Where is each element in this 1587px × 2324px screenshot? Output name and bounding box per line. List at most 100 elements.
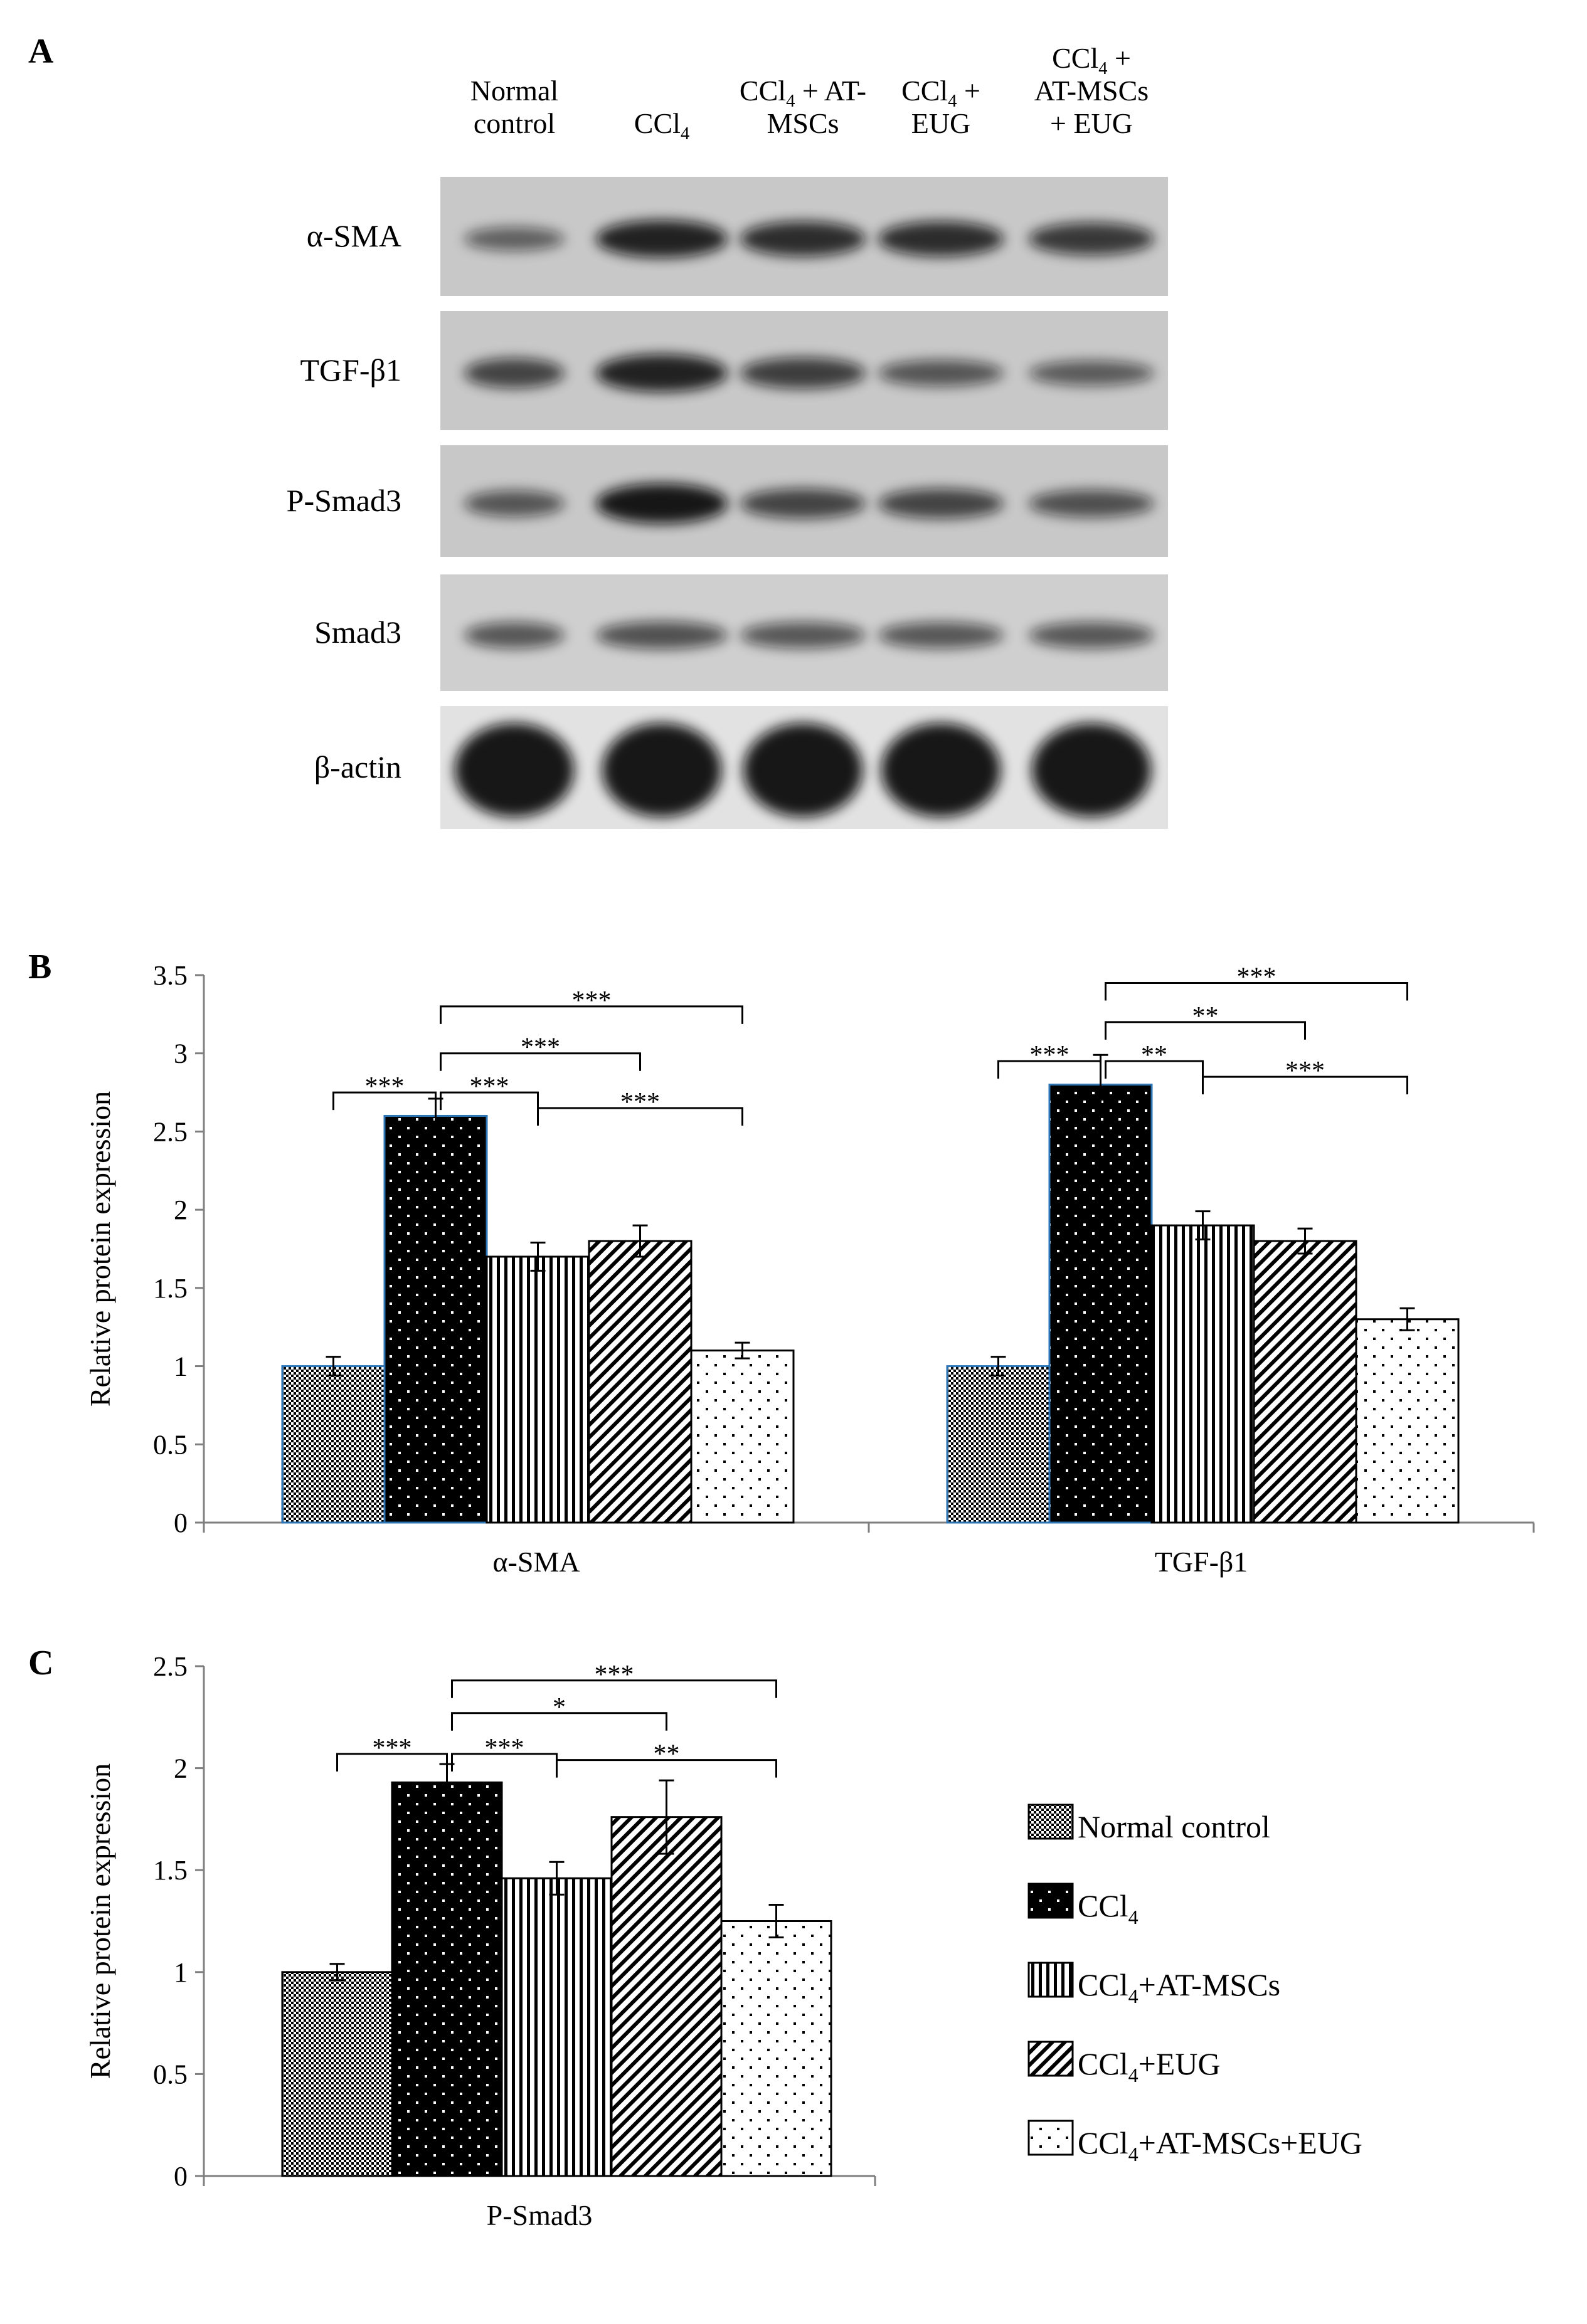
blot-label: Smad3 xyxy=(314,615,401,650)
blot-band xyxy=(878,489,1004,519)
significance-label: *** xyxy=(620,1088,660,1117)
blot-band xyxy=(740,357,866,389)
x-tick-label: TGF-β1 xyxy=(1155,1546,1248,1578)
legend-swatch xyxy=(1027,1804,1074,1840)
significance-bracket xyxy=(440,1052,641,1071)
blot-band xyxy=(596,354,728,392)
bar-chart-c: C 0 0.5 1 1.5 2 2.5 Relative protein expressio… xyxy=(28,1644,876,2231)
blot-band xyxy=(596,621,728,649)
significance-bracket xyxy=(1105,981,1408,1001)
y-tick-label: 1.5 xyxy=(153,1273,188,1304)
significance-bracket xyxy=(440,1005,743,1024)
blot-label: α-SMA xyxy=(307,218,401,253)
bar xyxy=(486,1255,590,1524)
y-tick-label: 2 xyxy=(174,1753,188,1784)
significance-label: * xyxy=(553,1693,566,1722)
significance-label: *** xyxy=(485,1734,524,1763)
blot-label: TGF-β1 xyxy=(300,352,401,388)
legend-label: CCl4 xyxy=(1078,1888,1138,1928)
panel-a-label: A xyxy=(28,32,54,71)
bar xyxy=(690,1350,795,1524)
bar xyxy=(610,1816,723,2177)
lane-header-line: AT-MSCs xyxy=(1034,75,1149,107)
legend-label: CCl4+EUG xyxy=(1078,2046,1221,2086)
legend-item: CCl4 xyxy=(1027,1883,1138,1928)
y-tick-label: 3 xyxy=(174,1038,188,1069)
y-tick-label: 2.5 xyxy=(153,1651,188,1682)
lane-header-line: CCl4 + AT- xyxy=(740,75,866,111)
significance-label: *** xyxy=(1285,1057,1325,1085)
chart-legend: Normal control CCl4 CCl4+AT-MSCs CCl4+EUG CC… xyxy=(1027,1804,1362,2165)
y-tick-label: 3.5 xyxy=(153,960,188,991)
blot-band xyxy=(464,622,565,648)
significance-bracket xyxy=(556,1759,777,1778)
bar xyxy=(391,1781,503,2177)
blot-label: β-actin xyxy=(314,749,401,784)
y-tick-label: 2.5 xyxy=(153,1116,188,1147)
significance-bracket xyxy=(451,1679,777,1698)
legend-swatch xyxy=(1027,1962,1074,1998)
blot-band xyxy=(1029,361,1154,386)
blot-band xyxy=(1029,490,1154,517)
blot-band xyxy=(1029,622,1154,648)
legend-item: CCl4+EUG xyxy=(1027,2041,1221,2086)
y-tick-label: 0 xyxy=(174,1508,188,1538)
lane-header-line: MSCs xyxy=(767,107,839,139)
y-tick-label: 0 xyxy=(174,2161,188,2192)
legend-item: CCl4+AT-MSCs xyxy=(1027,1962,1280,2007)
blot-band xyxy=(464,358,565,388)
bar xyxy=(1355,1318,1460,1524)
significance-label: ** xyxy=(654,1740,680,1769)
significance-label: *** xyxy=(595,1661,634,1689)
y-axis-title: Relative protein expression xyxy=(84,1763,116,2079)
bar xyxy=(1253,1240,1357,1524)
y-axis-title: Relative protein expression xyxy=(84,1091,116,1407)
blot-band xyxy=(602,723,721,817)
significance-label: *** xyxy=(365,1072,405,1101)
significance-bracket xyxy=(336,1753,448,1772)
bar xyxy=(720,1920,832,2177)
blot-strip: P-Smad3 xyxy=(287,445,1168,557)
y-tick-label: 1 xyxy=(174,1957,188,1988)
legend-swatch xyxy=(1027,2120,1074,2156)
legend-label: CCl4+AT-MSCs xyxy=(1078,1967,1280,2007)
significance-label: *** xyxy=(470,1072,509,1101)
bar xyxy=(588,1240,693,1524)
bar xyxy=(1048,1084,1153,1524)
blot-band xyxy=(464,227,565,251)
blot-band xyxy=(743,723,863,817)
blot-band xyxy=(464,490,565,517)
blot-strip: Smad3 xyxy=(314,574,1168,691)
y-tick-label: 0.5 xyxy=(153,1429,188,1460)
blot-band xyxy=(1032,723,1151,817)
blot-label: P-Smad3 xyxy=(287,483,401,518)
lane-header-line: CCl4 + xyxy=(901,75,980,111)
blot-band xyxy=(596,483,728,524)
blot-band xyxy=(878,622,1004,648)
bar xyxy=(1150,1224,1255,1524)
significance-bracket xyxy=(537,1107,743,1126)
significance-bracket xyxy=(440,1091,539,1111)
legend-label: CCl4+AT-MSCs+EUG xyxy=(1078,2125,1362,2165)
y-tick-label: 2 xyxy=(174,1195,188,1225)
blot-strip: TGF-β1 xyxy=(300,311,1168,430)
blot-band xyxy=(878,221,1004,256)
blot-strips: α-SMA TGF-β1 P-Smad3 Smad3 β-actin xyxy=(287,177,1168,829)
bar xyxy=(946,1365,1051,1524)
blot-band xyxy=(881,723,1001,817)
bar xyxy=(281,1365,386,1524)
lane-header-line: EUG xyxy=(911,107,971,139)
significance-bracket xyxy=(1105,1060,1204,1079)
blot-band xyxy=(740,221,866,256)
significance-bracket xyxy=(997,1060,1101,1079)
significance-label: *** xyxy=(521,1033,560,1062)
lane-header-line: control xyxy=(474,107,555,139)
lane-header-line: Normal xyxy=(470,75,559,107)
blot-band xyxy=(1029,223,1154,255)
blot-band xyxy=(740,622,866,648)
significance-bracket xyxy=(451,1712,667,1731)
blot-strip: β-actin xyxy=(314,706,1168,829)
